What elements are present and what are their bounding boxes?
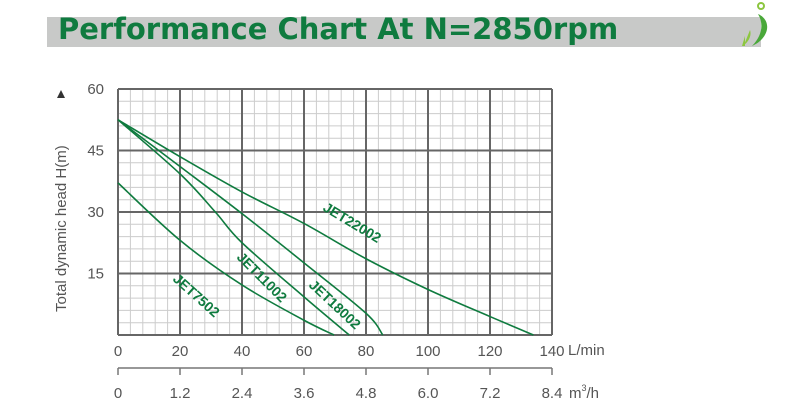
x-axis-label: L/min (568, 342, 605, 359)
y-axis-arrow-icon (57, 90, 65, 98)
x-tick-label: 40 (234, 343, 251, 360)
secondary-x-tick-label: 2.4 (232, 385, 253, 402)
secondary-x-tick-label: 4.8 (356, 385, 377, 402)
x-tick-label: 100 (415, 343, 440, 360)
y-axis-label: Total dynamic head H(m) (53, 145, 70, 312)
secondary-x-axis-unit: m3/h (569, 383, 599, 402)
x-tick-label: 120 (477, 343, 502, 360)
secondary-x-tick-label: 7.2 (480, 385, 501, 402)
x-tick-label: 60 (296, 343, 313, 360)
title-banner (47, 17, 761, 47)
curve-jet7502 (117, 182, 335, 336)
y-tick-label: 30 (87, 204, 104, 221)
x-tick-label: 80 (358, 343, 375, 360)
y-tick-label: 60 (87, 81, 104, 98)
secondary-x-tick-label: 1.2 (170, 385, 191, 402)
x-tick-label: 20 (172, 343, 189, 360)
x-tick-label: 0 (114, 343, 122, 360)
secondary-x-tick-label: 0 (114, 385, 122, 402)
secondary-x-tick-label: 6.0 (418, 385, 439, 402)
secondary-x-tick-label: 3.6 (294, 385, 315, 402)
y-tick-label: 45 (87, 143, 104, 160)
curve-jet22002 (117, 119, 534, 336)
y-tick-label: 15 (87, 266, 104, 283)
x-tick-label: 140 (539, 343, 564, 360)
secondary-x-tick-label: 8.4 (542, 385, 563, 402)
leaf-logo-icon (742, 2, 768, 46)
curve-jet18002 (117, 119, 384, 336)
curve-jet11002 (117, 119, 350, 336)
page-title: Performance Chart At N=2850rpm (58, 12, 619, 46)
